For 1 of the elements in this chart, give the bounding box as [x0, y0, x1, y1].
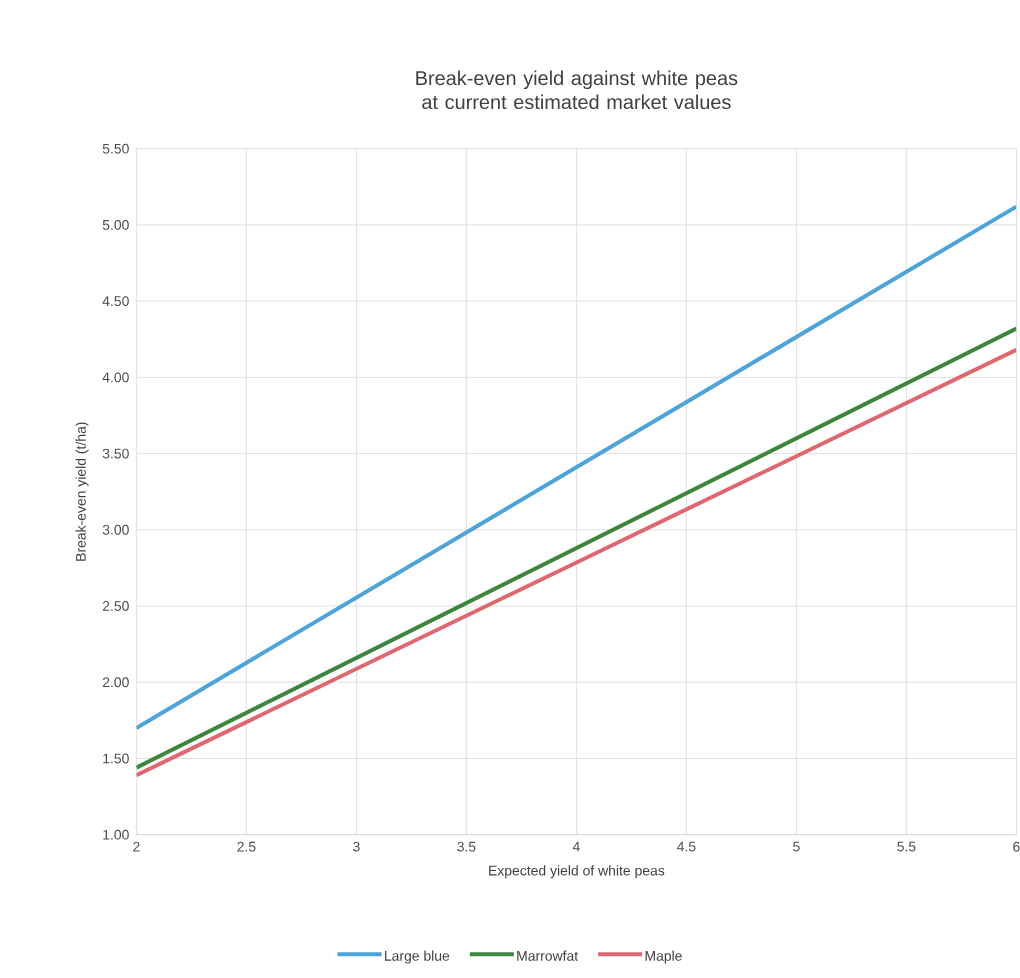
chart-title: Break-even yield against white peas at current estimated market values	[416, 70, 738, 110]
